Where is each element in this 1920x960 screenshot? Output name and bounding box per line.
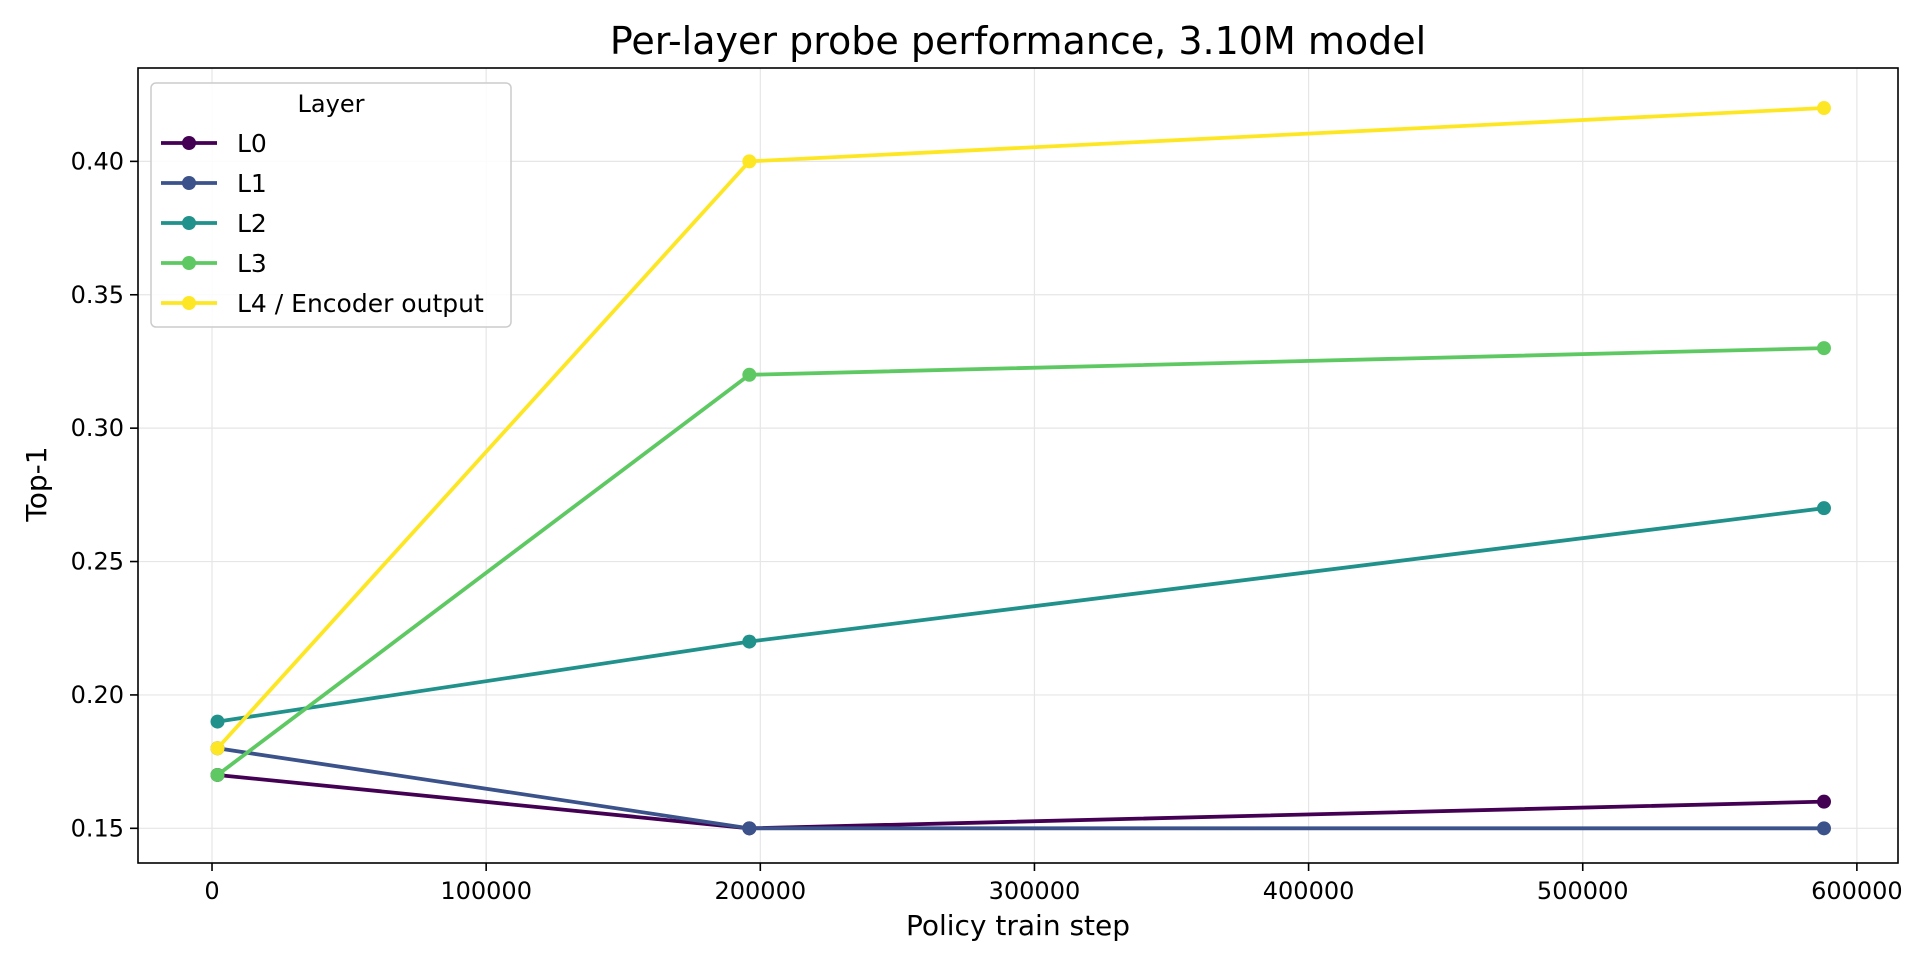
legend-item: L0: [161, 129, 267, 158]
chart-title: Per-layer probe performance, 3.10M model: [610, 19, 1426, 63]
y-tick-label: 0.15: [71, 814, 124, 842]
legend: Layer L0 L1 L2 L3 L4 / Encoder output: [150, 82, 512, 328]
data-point: [742, 634, 757, 649]
data-point: [210, 767, 225, 782]
series-l2: [210, 501, 1831, 729]
legend-marker: [182, 136, 196, 150]
y-tick-label: 0.40: [71, 147, 124, 175]
x-axis-label: Policy train step: [906, 909, 1130, 942]
x-tick-label: 300000: [989, 877, 1081, 905]
legend-marker: [182, 216, 196, 230]
x-tick-label: 200000: [714, 877, 806, 905]
y-axis-label: Top-1: [20, 446, 53, 522]
x-tick-label: 600000: [1811, 877, 1903, 905]
series-l3: [210, 341, 1831, 782]
y-tick-label: 0.20: [71, 681, 124, 709]
series-l4-encoder-output: [210, 101, 1831, 756]
legend-label: L4 / Encoder output: [237, 289, 484, 318]
x-tick-label: 400000: [1263, 877, 1355, 905]
y-tick-label: 0.25: [71, 548, 124, 576]
data-point: [742, 154, 757, 169]
legend-marker: [182, 296, 196, 310]
data-point: [210, 741, 225, 756]
data-point: [1816, 821, 1831, 836]
plot-frame: [137, 67, 1899, 864]
legend-item: L3: [161, 249, 267, 278]
data-point: [742, 821, 757, 836]
y-axis-ticks: 0.15 0.20 0.25 0.30 0.35 0.40: [71, 147, 138, 842]
data-point: [1816, 794, 1831, 809]
series-group: [210, 101, 1831, 836]
legend-title: Layer: [298, 90, 365, 118]
legend-marker: [182, 256, 196, 270]
data-point: [1816, 101, 1831, 116]
legend-label: L1: [237, 169, 267, 198]
x-axis-ticks: 0 100000 200000 300000 400000 500000 600000: [204, 863, 1903, 905]
legend-item: L2: [161, 209, 267, 238]
y-tick-label: 0.35: [71, 281, 124, 309]
x-tick-label: 0: [204, 877, 219, 905]
legend-label: L2: [237, 209, 267, 238]
data-point: [742, 367, 757, 382]
x-tick-label: 100000: [440, 877, 532, 905]
data-point: [210, 714, 225, 729]
grid: [138, 68, 1898, 863]
legend-label: L0: [237, 129, 267, 158]
y-tick-label: 0.30: [71, 414, 124, 442]
legend-box: [150, 82, 512, 328]
data-point: [1816, 341, 1831, 356]
legend-marker: [182, 176, 196, 190]
legend-item: L1: [161, 169, 267, 198]
legend-label: L3: [237, 249, 267, 278]
legend-item: L4 / Encoder output: [161, 289, 484, 318]
data-point: [1816, 501, 1831, 516]
x-tick-label: 500000: [1537, 877, 1629, 905]
